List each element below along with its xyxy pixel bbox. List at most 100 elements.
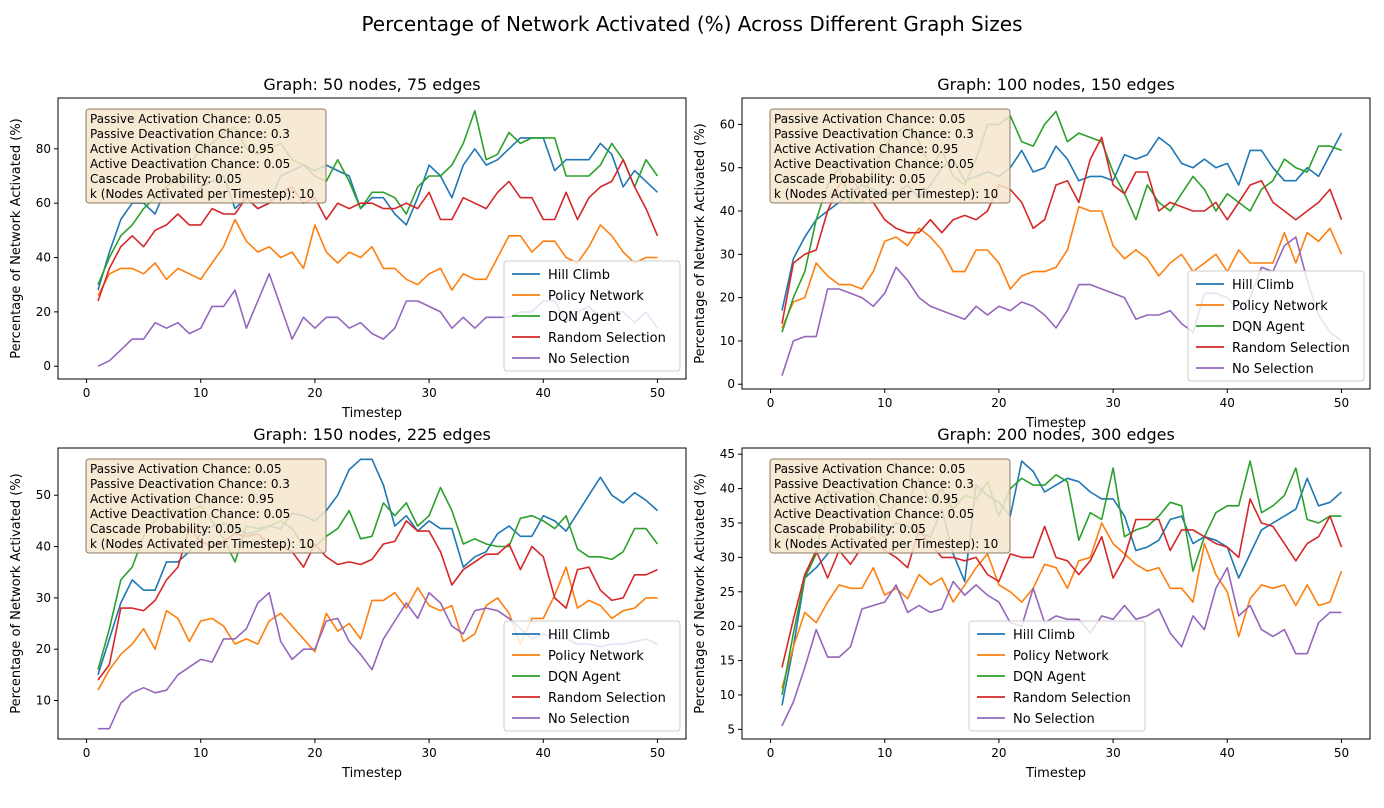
annotation-line: Cascade Probability: 0.05 [90,522,242,536]
axes-frame [741,97,1371,390]
legend-frame [503,620,681,732]
y-tick-label: 30 [720,247,735,261]
legend-label: Hill Climb [548,628,610,643]
y-tick-label: 15 [720,654,735,668]
legend-label: Hill Climb [1013,628,1075,643]
annotation-line: Passive Activation Chance: 0.05 [774,462,966,476]
y-axis-label: Percentage of Network Activated (%) [693,473,708,714]
x-tick-label: 30 [1105,746,1120,760]
x-tick-label: 20 [307,746,322,760]
legend-label: Hill Climb [548,268,610,283]
annotation-line: Active Activation Chance: 0.95 [774,492,958,506]
y-tick-label: 30 [720,550,735,564]
series-line-policy-network [97,566,658,691]
legend-label: DQN Agent [548,670,621,685]
annotation-line: Active Activation Chance: 0.95 [90,142,274,156]
annotation-line: Active Activation Chance: 0.95 [774,142,958,156]
legend-frame [1187,270,1365,382]
annotation-line: Cascade Probability: 0.05 [774,172,926,186]
y-tick-label: 80 [36,142,51,156]
subplot-2: Graph: 100 nodes, 150 edges 0 10 20 30 40 50 0 1… [693,75,1371,431]
subplot-3: Graph: 150 nodes, 225 edges 0 10 20 30 40 50 10… [9,425,687,781]
annotation-line: k (Nodes Activated per Timestep): 10 [774,187,998,201]
y-tick-label: 45 [720,447,735,461]
annotation-line: Passive Deactivation Chance: 0.3 [90,127,290,141]
x-tick-label: 30 [1105,396,1120,410]
legend-label: DQN Agent [548,310,621,325]
legend: Hill Climb Policy Network DQN Agent Random … [503,620,681,732]
y-tick-label: 40 [36,251,51,265]
x-tick-label: 10 [193,746,208,760]
x-tick-label: 20 [991,746,1006,760]
x-tick-label: 40 [1220,396,1235,410]
legend-label: Random Selection [548,331,666,346]
x-tick-label: 0 [767,746,775,760]
y-axis-label: Percentage of Network Activated (%) [9,118,24,359]
annotation-line: Passive Deactivation Chance: 0.3 [774,477,974,491]
x-tick-label: 0 [767,396,775,410]
legend-label: Policy Network [1232,299,1328,314]
y-tick-label: 50 [36,488,51,502]
annotation-line: Active Activation Chance: 0.95 [90,492,274,506]
annotation-line: k (Nodes Activated per Timestep): 10 [774,537,998,551]
legend-frame [968,620,1146,732]
annotation-line: Cascade Probability: 0.05 [90,172,242,186]
y-tick-label: 10 [720,688,735,702]
series-line-random-selection [781,136,1343,324]
axes-frame [741,447,1371,740]
y-tick-label: 40 [720,482,735,496]
axes-frame [57,447,687,740]
y-tick-label: 20 [720,291,735,305]
legend-label: No Selection [548,712,630,727]
y-axis-label: Percentage of Network Activated (%) [693,123,708,364]
annotation-box [769,108,1011,204]
x-axis-label: Timestep [1025,416,1086,431]
annotation-line: Active Deactivation Chance: 0.05 [90,507,290,521]
x-tick-label: 40 [536,386,551,400]
y-tick-label: 20 [36,305,51,319]
y-tick-label: 50 [720,161,735,175]
y-tick-label: 35 [720,516,735,530]
y-tick-label: 40 [720,204,735,218]
legend-label: No Selection [548,352,630,367]
series-line-random-selection [97,158,659,302]
subplot-4: Graph: 200 nodes, 300 edges 0 10 20 30 40 50 5 1… [693,425,1371,781]
annotation-box [85,108,327,204]
legend: Hill Climb Policy Network DQN Agent Random … [503,260,681,372]
y-tick-label: 60 [720,117,735,131]
series-line-policy-network [781,205,1343,329]
annotation-line: Passive Deactivation Chance: 0.3 [774,127,974,141]
x-tick-label: 50 [650,386,665,400]
x-tick-label: 20 [991,396,1006,410]
legend-label: Policy Network [548,289,644,304]
legend-label: Policy Network [548,649,644,664]
annotation-line: Passive Activation Chance: 0.05 [774,112,966,126]
x-tick-label: 20 [307,386,322,400]
annotation-line: Cascade Probability: 0.05 [774,522,926,536]
y-tick-label: 0 [43,359,51,373]
x-tick-label: 10 [193,386,208,400]
annotation-line: k (Nodes Activated per Timestep): 10 [90,537,314,551]
annotation-line: k (Nodes Activated per Timestep): 10 [90,187,314,201]
legend-frame [503,260,681,372]
y-tick-label: 25 [720,585,735,599]
x-tick-label: 10 [877,746,892,760]
y-tick-label: 60 [36,196,51,210]
y-tick-label: 10 [720,334,735,348]
legend-label: Random Selection [1232,341,1350,356]
axes-frame [57,97,687,380]
legend-label: Random Selection [1013,691,1131,706]
y-axis-label: Percentage of Network Activated (%) [9,473,24,714]
x-tick-label: 0 [83,746,91,760]
legend-label: DQN Agent [1013,670,1086,685]
legend-label: Hill Climb [1232,278,1294,293]
series-line-no-selection [781,566,1342,727]
x-tick-label: 50 [1334,396,1349,410]
y-tick-label: 5 [727,722,735,736]
x-tick-label: 30 [421,746,436,760]
x-axis-label: Timestep [341,766,402,781]
annotation-line: Passive Deactivation Chance: 0.3 [90,477,290,491]
series-line-policy-network [781,522,1343,689]
